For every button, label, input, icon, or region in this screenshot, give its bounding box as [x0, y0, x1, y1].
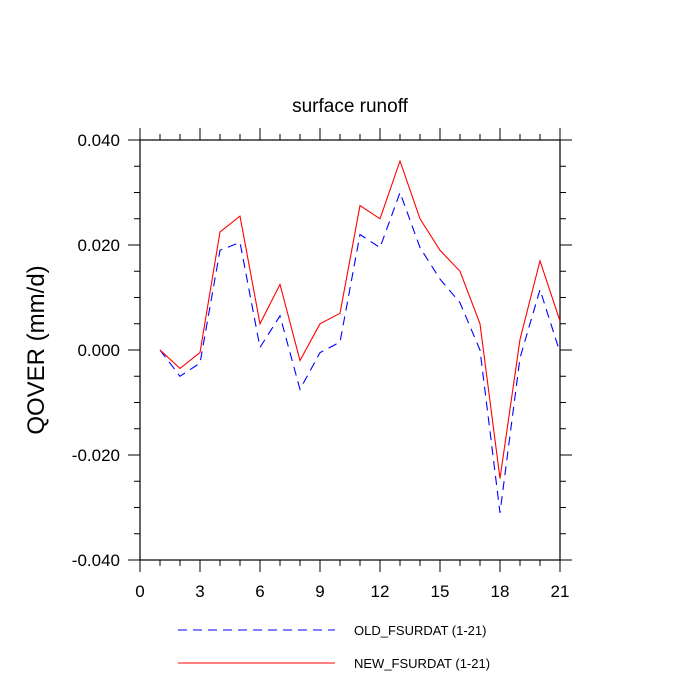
chart-title: surface runoff [292, 96, 409, 117]
y-tick-label: 0.040 [77, 131, 120, 150]
y-tick-label: 0.000 [77, 341, 120, 360]
x-tick-label: 12 [371, 582, 390, 601]
x-tick-label: 0 [135, 582, 144, 601]
x-tick-label: 15 [431, 582, 450, 601]
y-tick-label: 0.020 [77, 236, 120, 255]
legend-label-old-fsurdat: OLD_FSURDAT (1-21) [354, 623, 486, 638]
y-tick-label: -0.040 [72, 551, 120, 570]
y-tick-label: -0.020 [72, 446, 120, 465]
x-tick-label: 6 [255, 582, 264, 601]
x-tick-label: 18 [491, 582, 510, 601]
plot-frame [139, 139, 561, 561]
series-line-new-fsurdat [159, 159, 561, 479]
y-axis-label: QOVER (mm/d) [23, 265, 50, 434]
series-line-old-fsurdat [159, 190, 561, 513]
x-tick-label: 9 [315, 582, 324, 601]
x-tick-label: 21 [551, 582, 570, 601]
plot-area: 0 3 6 9 12 15 18 21 -0.040 -0.020 0.000 0.020 0.040 [72, 128, 572, 601]
x-tick-label: 3 [195, 582, 204, 601]
legend-label-new-fsurdat: NEW_FSURDAT (1-21) [354, 656, 490, 671]
legend: OLD_FSURDAT (1-21) NEW_FSURDAT (1-21) [178, 623, 490, 671]
